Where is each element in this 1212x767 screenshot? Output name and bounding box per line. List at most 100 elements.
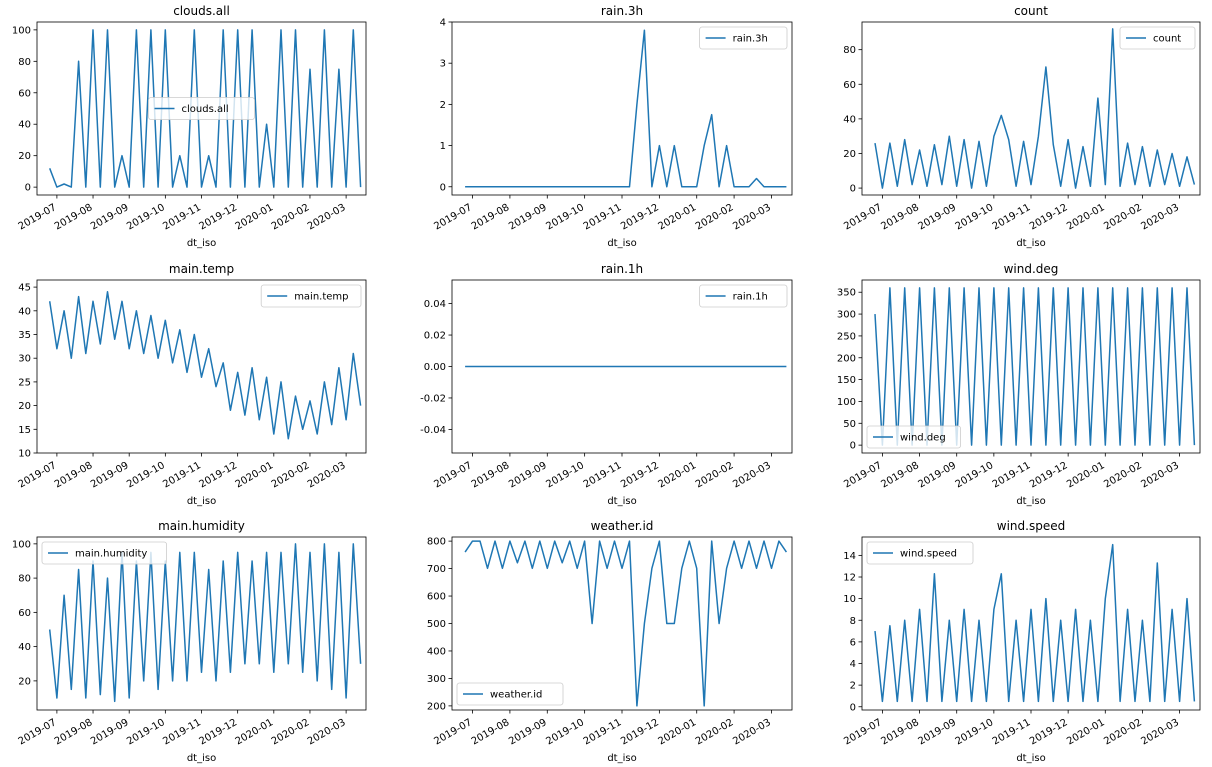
x-tick-label: 2020-02 [270,460,312,490]
x-tick-label: 2019-09 [917,202,959,232]
y-tick-label: 0.02 [424,331,446,342]
x-tick-label: 2019-09 [89,717,131,747]
subplot: count0204060802019-072019-082019-092019-… [842,4,1201,249]
y-tick-label: 500 [427,619,446,630]
x-axis-label: dt_iso [187,496,216,507]
subplot: rain.1h-0.04-0.020.000.020.042019-072019… [420,262,793,507]
y-tick-label: 350 [837,288,856,299]
y-tick-label: 2 [850,681,856,692]
y-tick-label: 10 [18,449,31,460]
x-tick-label: 2019-09 [917,717,959,747]
y-tick-label: 0 [440,182,446,193]
y-tick-label: 45 [18,283,31,294]
x-tick-label: 2019-12 [197,202,239,232]
x-tick-label: 2019-08 [879,202,921,232]
x-tick-label: 2019-09 [89,460,131,490]
x-tick-label: 2019-10 [954,202,996,232]
y-tick-label: 0 [25,183,31,194]
x-tick-label: 2019-10 [125,717,167,747]
y-tick-label: 200 [837,353,856,364]
legend-label: wind.deg [900,433,946,444]
y-tick-label: 150 [837,375,856,386]
y-tick-label: 4 [440,18,446,29]
subplot-title: clouds.all [173,4,230,18]
x-tick-label: 2019-09 [507,202,549,232]
legend-box [148,97,255,120]
subplot-title: wind.speed [997,519,1065,533]
y-tick-label: 100 [12,25,31,36]
x-tick-label: 2020-03 [731,717,773,747]
y-tick-label: 0 [850,702,856,713]
x-tick-label: 2019-11 [991,717,1033,747]
y-tick-label: 0 [850,184,856,195]
x-tick-label: 2019-11 [582,202,624,232]
y-tick-label: 40 [843,114,856,125]
x-tick-label: 2019-10 [544,717,586,747]
y-tick-label: 3 [440,59,446,70]
x-tick-label: 2019-10 [125,460,167,490]
x-tick-label: 2019-10 [954,717,996,747]
x-tick-label: 2020-03 [731,202,773,232]
y-tick-label: 20 [18,151,31,162]
x-tick-label: 2019-12 [197,717,239,747]
legend-label: rain.3h [733,34,768,45]
y-tick-label: 80 [18,574,31,585]
x-tick-label: 2019-07 [17,460,59,490]
y-tick-label: -0.04 [420,425,446,436]
x-tick-label: 2020-02 [270,717,312,747]
x-tick-label: 2020-02 [694,460,736,490]
y-tick-label: 0 [850,441,856,452]
x-tick-label: 2020-01 [657,460,699,490]
x-tick-label: 2020-01 [1065,460,1107,490]
x-tick-label: 2019-08 [879,717,921,747]
y-tick-label: 60 [18,608,31,619]
y-tick-label: 40 [18,642,31,653]
x-tick-label: 2020-03 [1139,717,1181,747]
legend-box [866,541,974,565]
subplot: main.humidity204060801002019-072019-0820… [12,519,367,764]
y-tick-label: 30 [18,354,31,365]
y-tick-label: 6 [850,637,856,648]
legend-label: clouds.all [182,104,229,115]
y-tick-label: 800 [427,537,446,548]
legend-box [260,284,362,308]
y-tick-label: 100 [12,539,31,550]
y-tick-label: 25 [18,377,31,388]
data-line [874,28,1196,189]
x-axis-label: dt_iso [1016,496,1045,507]
x-tick-label: 2020-02 [270,202,312,232]
y-tick-label: 8 [850,616,856,627]
subplot-title: wind.deg [1004,262,1059,276]
x-tick-label: 2019-11 [991,460,1033,490]
x-tick-label: 2020-02 [1102,717,1144,747]
x-tick-label: 2019-11 [161,460,203,490]
x-tick-label: 2019-12 [619,202,661,232]
y-tick-label: 60 [843,80,856,91]
subplot-title: rain.3h [601,4,643,18]
y-tick-label: 50 [843,419,856,430]
x-tick-label: 2019-07 [17,202,59,232]
y-tick-label: 35 [18,330,31,341]
x-tick-label: 2019-07 [842,202,884,232]
subplot: clouds.all0204060801002019-072019-082019… [12,4,367,249]
y-tick-label: 1 [440,141,446,152]
y-tick-label: 12 [843,573,856,584]
x-tick-label: 2020-03 [1139,460,1181,490]
x-tick-label: 2019-12 [619,717,661,747]
x-tick-label: 2019-08 [53,202,95,232]
legend-label: main.temp [294,292,348,303]
legend-box [699,26,788,50]
data-line [48,291,362,440]
x-tick-label: 2019-09 [917,460,959,490]
subplot-title: count [1014,4,1048,18]
y-tick-label: 40 [18,120,31,131]
x-axis-label: dt_iso [607,238,636,249]
subplot: wind.deg0501001502002503003502019-072019… [837,262,1201,507]
y-tick-label: 10 [843,594,856,605]
x-tick-label: 2020-02 [1102,202,1144,232]
y-tick-label: 700 [427,564,446,575]
x-axis-label: dt_iso [1016,753,1045,764]
y-tick-label: 60 [18,88,31,99]
legend-label: wind.speed [900,549,957,560]
x-tick-label: 2019-09 [89,202,131,232]
